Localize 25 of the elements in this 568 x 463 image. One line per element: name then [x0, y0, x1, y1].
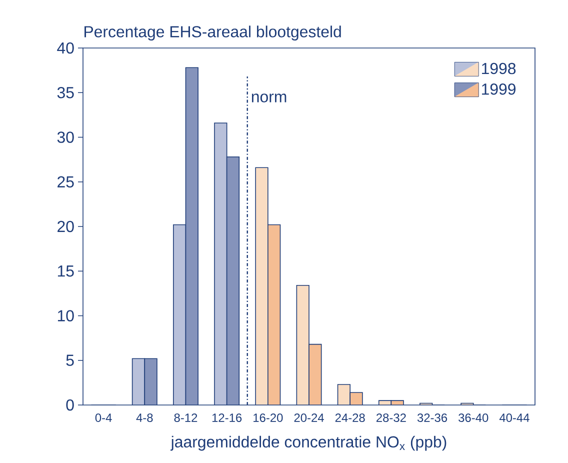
- ref-line-label: norm: [252, 94, 286, 102]
- x-tick-label: 32-36: [417, 414, 448, 422]
- y-tick-label: 0: [66, 399, 74, 411]
- legend-label: 1998: [482, 62, 516, 74]
- legend-label: 1999: [482, 84, 516, 95]
- x-tick-label: 12-16: [212, 414, 242, 422]
- x-tick-label: 40-44: [499, 414, 530, 422]
- x-tick-label: 0-4: [95, 414, 112, 422]
- y-tick-label: 10: [58, 310, 74, 322]
- y-tick-label: 40: [57, 42, 74, 54]
- y-tick-label: 35: [57, 86, 74, 98]
- x-tick-label: 8-12: [174, 414, 198, 422]
- y-tick-label: 30: [57, 132, 74, 143]
- y-tick-label: 20: [58, 220, 74, 232]
- x-tick-label: 36-40: [458, 414, 488, 422]
- x-axis-title: jaargemiddelde concentratie NO$_{x}$ (ppb): [170, 436, 446, 451]
- y-tick-label: 25: [58, 176, 74, 188]
- x-tick-label: 28-32: [376, 414, 406, 422]
- x-tick-label: 4-8: [136, 414, 153, 422]
- chart-title: Percentage EHS-areaal blootgesteld: [84, 26, 341, 41]
- y-tick-label: 5: [66, 354, 74, 366]
- x-tick-label: 20-24: [294, 414, 324, 422]
- x-tick-label: 24-28: [335, 414, 365, 422]
- y-tick-label: 15: [58, 266, 74, 277]
- x-tick-label: 16-20: [254, 414, 283, 422]
